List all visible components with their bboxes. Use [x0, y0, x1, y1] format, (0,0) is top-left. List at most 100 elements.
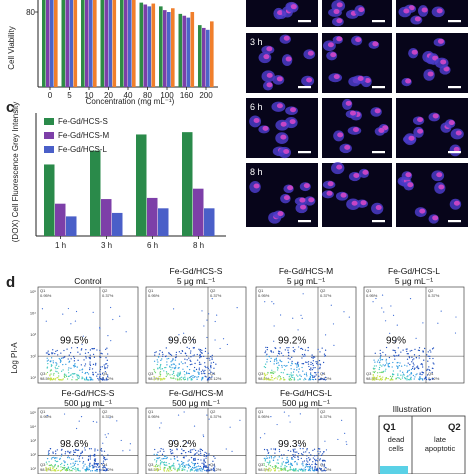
flow-event-1-41: [182, 378, 184, 380]
flow-ytick-0-1: 10⁴: [30, 311, 36, 316]
flow-event-3-152: [397, 374, 399, 376]
flow-event-6-77: [311, 463, 313, 466]
flow-event-5-207: [203, 460, 205, 462]
flow-event-0-104: [99, 376, 101, 378]
flow-event-6-154: [305, 464, 307, 466]
flow-plot-subtitle-4: 500 μg mL⁻¹: [64, 398, 112, 408]
flow-event-6-221: [285, 461, 287, 464]
flow-event-6-243: [270, 469, 273, 471]
cell-dox-2-2-4: [448, 120, 455, 126]
flow-event-0-5: [92, 353, 95, 356]
flow-event-2-218: [288, 376, 290, 378]
flow-event-0-71: [61, 379, 64, 381]
flow-event-5-176: [203, 458, 205, 460]
flow-event-2-4: [296, 364, 298, 366]
flow-event-2-115: [300, 347, 302, 350]
flow-event-0-207: [92, 363, 95, 366]
flow-event-3-255: [411, 356, 413, 358]
flow-event-3-207: [378, 375, 381, 378]
flow-event-3-145: [416, 365, 419, 367]
flow-event-4-170: [100, 449, 102, 451]
flow-event-2-72: [270, 350, 272, 352]
flow-event-0-236: [56, 371, 58, 373]
flow-event-6-201: [267, 470, 269, 472]
flow-plot-title-1: Fe-Gd/HCS-S: [170, 266, 223, 276]
flow-event-2-28: [266, 348, 268, 351]
flow-event-3-42: [399, 362, 401, 364]
flow-event-2-177: [281, 366, 283, 368]
flow-event-5-196: [162, 462, 164, 464]
flow-event-4-97: [60, 463, 62, 466]
cell-dox-1-2-2: [427, 71, 434, 77]
flow-event-0-43: [70, 358, 72, 360]
flow-event-3-235: [376, 372, 379, 374]
flow-stray-1-16: [178, 334, 180, 336]
flow-event-3-234: [407, 375, 409, 377]
flow-event-1-138: [176, 374, 178, 376]
flow-event-3-130: [410, 373, 413, 375]
flow-event-5-46: [185, 464, 187, 466]
flow-event-2-50: [312, 375, 314, 377]
flow-event-3-143: [422, 372, 425, 374]
flow-event-2-229: [298, 368, 300, 370]
panel-a-bar-2-1: [85, 0, 89, 87]
flow-q-value-5-0: 0.95%: [148, 414, 160, 419]
flow-event-1-134: [193, 366, 196, 369]
flow-event-6-4: [282, 461, 285, 463]
flow-event-3-114: [385, 346, 388, 349]
flow-event-1-101: [183, 370, 186, 373]
flow-q-value-0-2: 98.5%: [40, 376, 52, 381]
flow-event-3-91: [378, 368, 380, 371]
flow-plot-title-4: Fe-Gd/HCS-S: [62, 388, 115, 398]
flow-event-0-140: [52, 360, 54, 362]
flow-event-1-161: [189, 359, 191, 361]
cell-dox-1-1-5: [357, 76, 364, 82]
flow-event-3-0: [413, 378, 415, 380]
flow-stray-6-5: [346, 443, 348, 445]
flow-event-3-66: [418, 349, 421, 352]
flow-event-1-251: [213, 367, 215, 369]
panel-a-xtick-label-0: 0: [48, 91, 53, 100]
flow-event-3-253: [432, 357, 434, 360]
flow-event-0-65: [52, 374, 55, 376]
panel-a-ylabel: Cell Viability: [7, 26, 16, 69]
flow-stray-5-17: [231, 450, 233, 453]
flow-event-0-194: [46, 371, 49, 374]
flow-event-3-155: [408, 379, 411, 381]
flow-event-2-153: [304, 377, 306, 380]
flow-stray-4-1: [107, 433, 109, 435]
flow-event-2-223: [286, 373, 288, 376]
flow-event-0-150: [57, 367, 59, 370]
panel-a-bar-0-2: [50, 0, 54, 87]
flow-event-2-96: [310, 374, 312, 376]
flow-event-2-128: [309, 373, 312, 376]
flow-stray-2-7: [271, 301, 273, 303]
flow-event-1-42: [179, 379, 181, 381]
flow-event-6-229: [273, 470, 276, 472]
flow-event-3-184: [376, 375, 379, 377]
flow-event-2-131: [272, 372, 275, 375]
flow-event-1-93: [181, 376, 183, 378]
flow-event-6-169: [268, 454, 271, 457]
flow-q-value-0-1: 0.37%: [102, 293, 114, 298]
flow-event-4-257: [100, 469, 102, 471]
flow-event-2-259: [303, 355, 305, 357]
flow-event-0-193: [75, 379, 77, 381]
flow-event-1-102: [154, 372, 157, 374]
flow-event-2-227: [271, 369, 273, 371]
flow-event-1-106: [201, 373, 203, 375]
flow-event-3-108: [373, 359, 375, 361]
flow-event-4-77: [89, 456, 92, 458]
cell-dox-2-2-3: [453, 146, 460, 152]
illustration-q2: Q2: [448, 422, 461, 433]
flow-event-5-210: [163, 464, 165, 466]
flow-event-1-126: [170, 354, 173, 356]
flow-event-5-110: [213, 455, 215, 458]
flow-event-0-46: [47, 359, 50, 361]
flow-event-0-238: [71, 373, 74, 375]
flow-event-6-113: [321, 463, 323, 465]
flow-event-5-54: [166, 457, 168, 460]
flow-event-2-9: [284, 349, 286, 351]
flow-event-4-133: [73, 464, 76, 466]
cell-dox-1-1-7: [330, 52, 337, 58]
